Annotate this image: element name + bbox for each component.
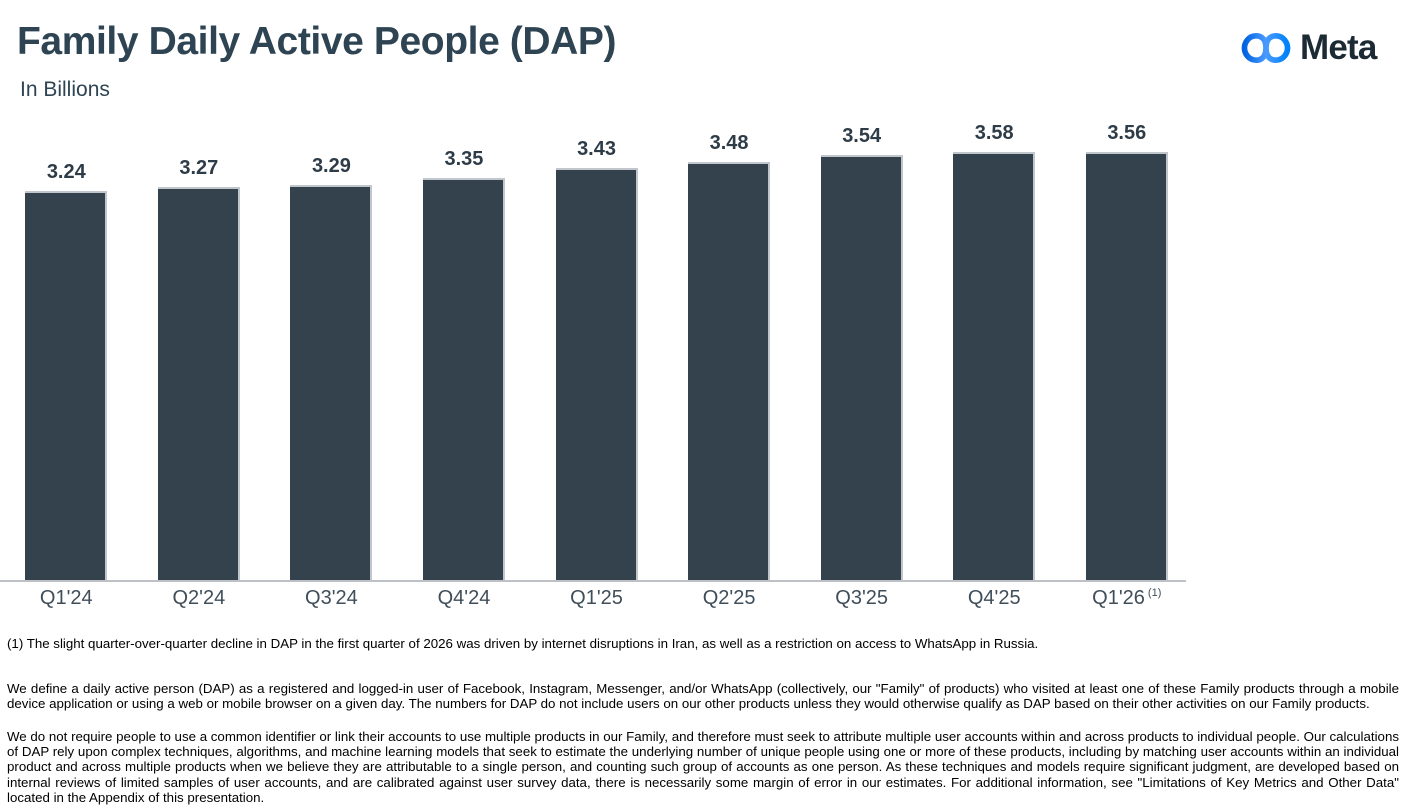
- bar-value-label: 3.35: [444, 147, 484, 170]
- category-label-zone: Q3'24: [305, 580, 358, 616]
- category-label-zone: Q2'25: [703, 580, 756, 616]
- bar-value-label: 3.43: [577, 138, 616, 160]
- meta-infinity-icon: [1241, 32, 1291, 64]
- category-label: Q2'24: [172, 586, 226, 609]
- category-label-zone: Q2'24: [172, 580, 225, 616]
- footnote-marker: (1): [1147, 586, 1162, 599]
- bar: [157, 187, 240, 580]
- chart-column: 3.29 Q3'24: [265, 122, 398, 616]
- bar: [953, 152, 1036, 581]
- category-label-zone: Q1'26 (1): [1092, 580, 1161, 616]
- category-label-zone: Q4'24: [438, 580, 491, 616]
- bar-value-label: 3.56: [1107, 122, 1147, 145]
- chart-units-label: In Billions: [20, 78, 110, 101]
- chart-column: 3.58 Q4'25: [928, 122, 1061, 616]
- chart-column: 3.27 Q2'24: [133, 122, 266, 616]
- bar-value-label: 3.29: [311, 154, 351, 177]
- bar: [555, 168, 638, 580]
- chart-column: 3.24 Q1'24: [0, 122, 133, 616]
- category-label: Q4'25: [967, 586, 1021, 609]
- bar: [820, 154, 903, 580]
- category-label: Q3'24: [305, 586, 358, 609]
- bar: [25, 190, 108, 580]
- category-label: Q3'25: [835, 586, 889, 609]
- category-label-zone: Q1'24: [40, 580, 93, 616]
- dap-bar-chart: 3.24 Q1'24 3.27 Q2'24 3.29 Q3'24 3.35 Q4'24 3.43…: [0, 122, 1193, 616]
- category-label: Q1'26 (1): [1092, 586, 1162, 609]
- bar-value-label: 3.24: [46, 160, 86, 183]
- bar: [688, 162, 771, 580]
- chart-column: 3.54 Q3'25: [795, 122, 928, 616]
- dap-methodology-paragraph: We do not require people to use a common…: [7, 729, 1399, 805]
- category-label: Q1'24: [39, 586, 93, 609]
- chart-column: 3.48 Q2'25: [663, 122, 796, 616]
- bar-value-label: 3.48: [709, 132, 749, 154]
- category-label-zone: Q1'25: [570, 580, 623, 616]
- category-label: Q4'24: [437, 586, 491, 609]
- meta-wordmark: Meta: [1300, 28, 1377, 67]
- chart-column: 3.56 Q1'26 (1): [1061, 122, 1194, 616]
- category-label-zone: Q3'25: [835, 580, 888, 616]
- bar-value-label: 3.58: [974, 122, 1014, 144]
- bar: [1085, 152, 1168, 580]
- bar: [290, 184, 373, 580]
- category-label-zone: Q4'25: [968, 580, 1021, 616]
- chart-columns: 3.24 Q1'24 3.27 Q2'24 3.29 Q3'24 3.35 Q4'24 3.43…: [0, 122, 1193, 616]
- bar: [422, 177, 505, 580]
- x-axis-line: [0, 580, 1186, 582]
- dap-definition-paragraph: We define a daily active person (DAP) as…: [7, 681, 1399, 712]
- bar-value-label: 3.54: [842, 124, 882, 147]
- category-label: Q2'25: [702, 586, 756, 609]
- page-title: Family Daily Active People (DAP): [17, 20, 617, 63]
- footnote-1: (1) The slight quarter-over-quarter decl…: [7, 636, 1039, 651]
- meta-logo: Meta: [1240, 28, 1377, 68]
- bar-value-label: 3.27: [179, 157, 219, 180]
- chart-column: 3.43 Q1'25: [530, 122, 663, 616]
- chart-column: 3.35 Q4'24: [398, 122, 531, 616]
- category-label: Q1'25: [570, 586, 623, 609]
